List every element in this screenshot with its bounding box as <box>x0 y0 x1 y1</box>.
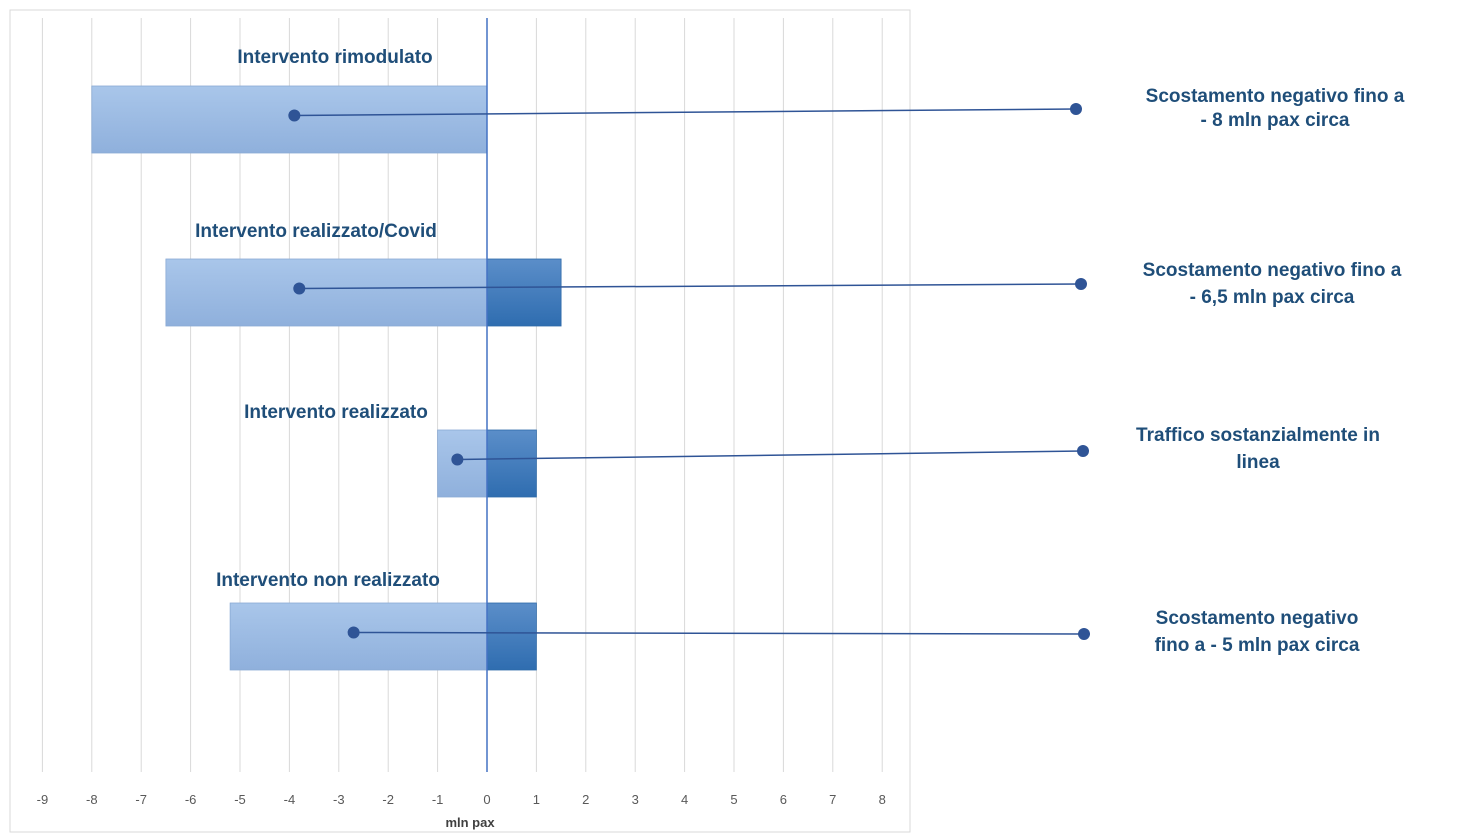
x-tick-label: -6 <box>185 792 197 807</box>
annotation-label: Scostamento negativo <box>1156 608 1359 629</box>
connector-line <box>294 108 1077 117</box>
x-tick-label: -9 <box>37 792 49 807</box>
category-label: Intervento realizzato/Covid <box>195 221 437 242</box>
x-tick-label: 4 <box>681 792 688 807</box>
connector-dot <box>347 626 360 639</box>
x-tick-label: 5 <box>730 792 737 807</box>
category-label: Intervento rimodulato <box>237 47 432 68</box>
connector-line <box>457 450 1084 461</box>
connector-dot <box>1077 445 1089 457</box>
x-tick-label: 3 <box>632 792 639 807</box>
x-tick-label: -7 <box>135 792 147 807</box>
connector-dot <box>1070 103 1082 115</box>
annotation-label: Traffico sostanzialmente in <box>1136 425 1380 446</box>
connector-dot <box>288 109 301 122</box>
bar <box>437 429 488 498</box>
x-tick-label: -3 <box>333 792 345 807</box>
x-tick-label: 2 <box>582 792 589 807</box>
x-tick-label: 8 <box>879 792 886 807</box>
category-labels: Intervento rimodulato Intervento realizza… <box>195 47 440 591</box>
bar <box>486 258 562 327</box>
bar <box>486 429 537 498</box>
bar <box>165 258 488 327</box>
annotation-label: - 8 mln pax circa <box>1201 110 1350 131</box>
x-tick-label: 0 <box>483 792 490 807</box>
annotation-label: fino a - 5 mln pax circa <box>1155 635 1360 656</box>
annotations: Scostamento negativo fino a - 8 mln pax c… <box>288 86 1405 656</box>
bar <box>91 85 488 154</box>
x-axis-title: mln pax <box>445 815 495 830</box>
bars <box>91 85 562 671</box>
annotation-label: - 6,5 mln pax circa <box>1190 287 1355 308</box>
x-tick-label: 6 <box>780 792 787 807</box>
category-label: Intervento realizzato <box>244 402 428 423</box>
connector-dot <box>451 453 464 466</box>
x-tick-label: -1 <box>432 792 444 807</box>
connector-line <box>353 631 1085 635</box>
annotation-label: Scostamento negativo fino a <box>1146 86 1405 107</box>
x-tick-label: -5 <box>234 792 246 807</box>
connector-dot <box>1075 278 1087 290</box>
annotation-label: Scostamento negativo fino a <box>1143 260 1402 281</box>
x-tick-label: 7 <box>829 792 836 807</box>
x-axis-ticks: -9 -8 -7 -6 -5 -4 -3 -2 -1 0 1 2 3 4 5 6 7 8 <box>37 792 886 807</box>
bar <box>486 602 537 671</box>
annotation-label: linea <box>1236 452 1280 473</box>
connector-dot <box>293 282 306 295</box>
connector-line <box>299 283 1082 290</box>
x-tick-label: -4 <box>284 792 296 807</box>
bar <box>229 602 488 671</box>
category-label: Intervento non realizzato <box>216 570 440 591</box>
x-tick-label: -2 <box>382 792 394 807</box>
connector-dot <box>1078 628 1090 640</box>
x-tick-label: -8 <box>86 792 98 807</box>
x-tick-label: 1 <box>533 792 540 807</box>
